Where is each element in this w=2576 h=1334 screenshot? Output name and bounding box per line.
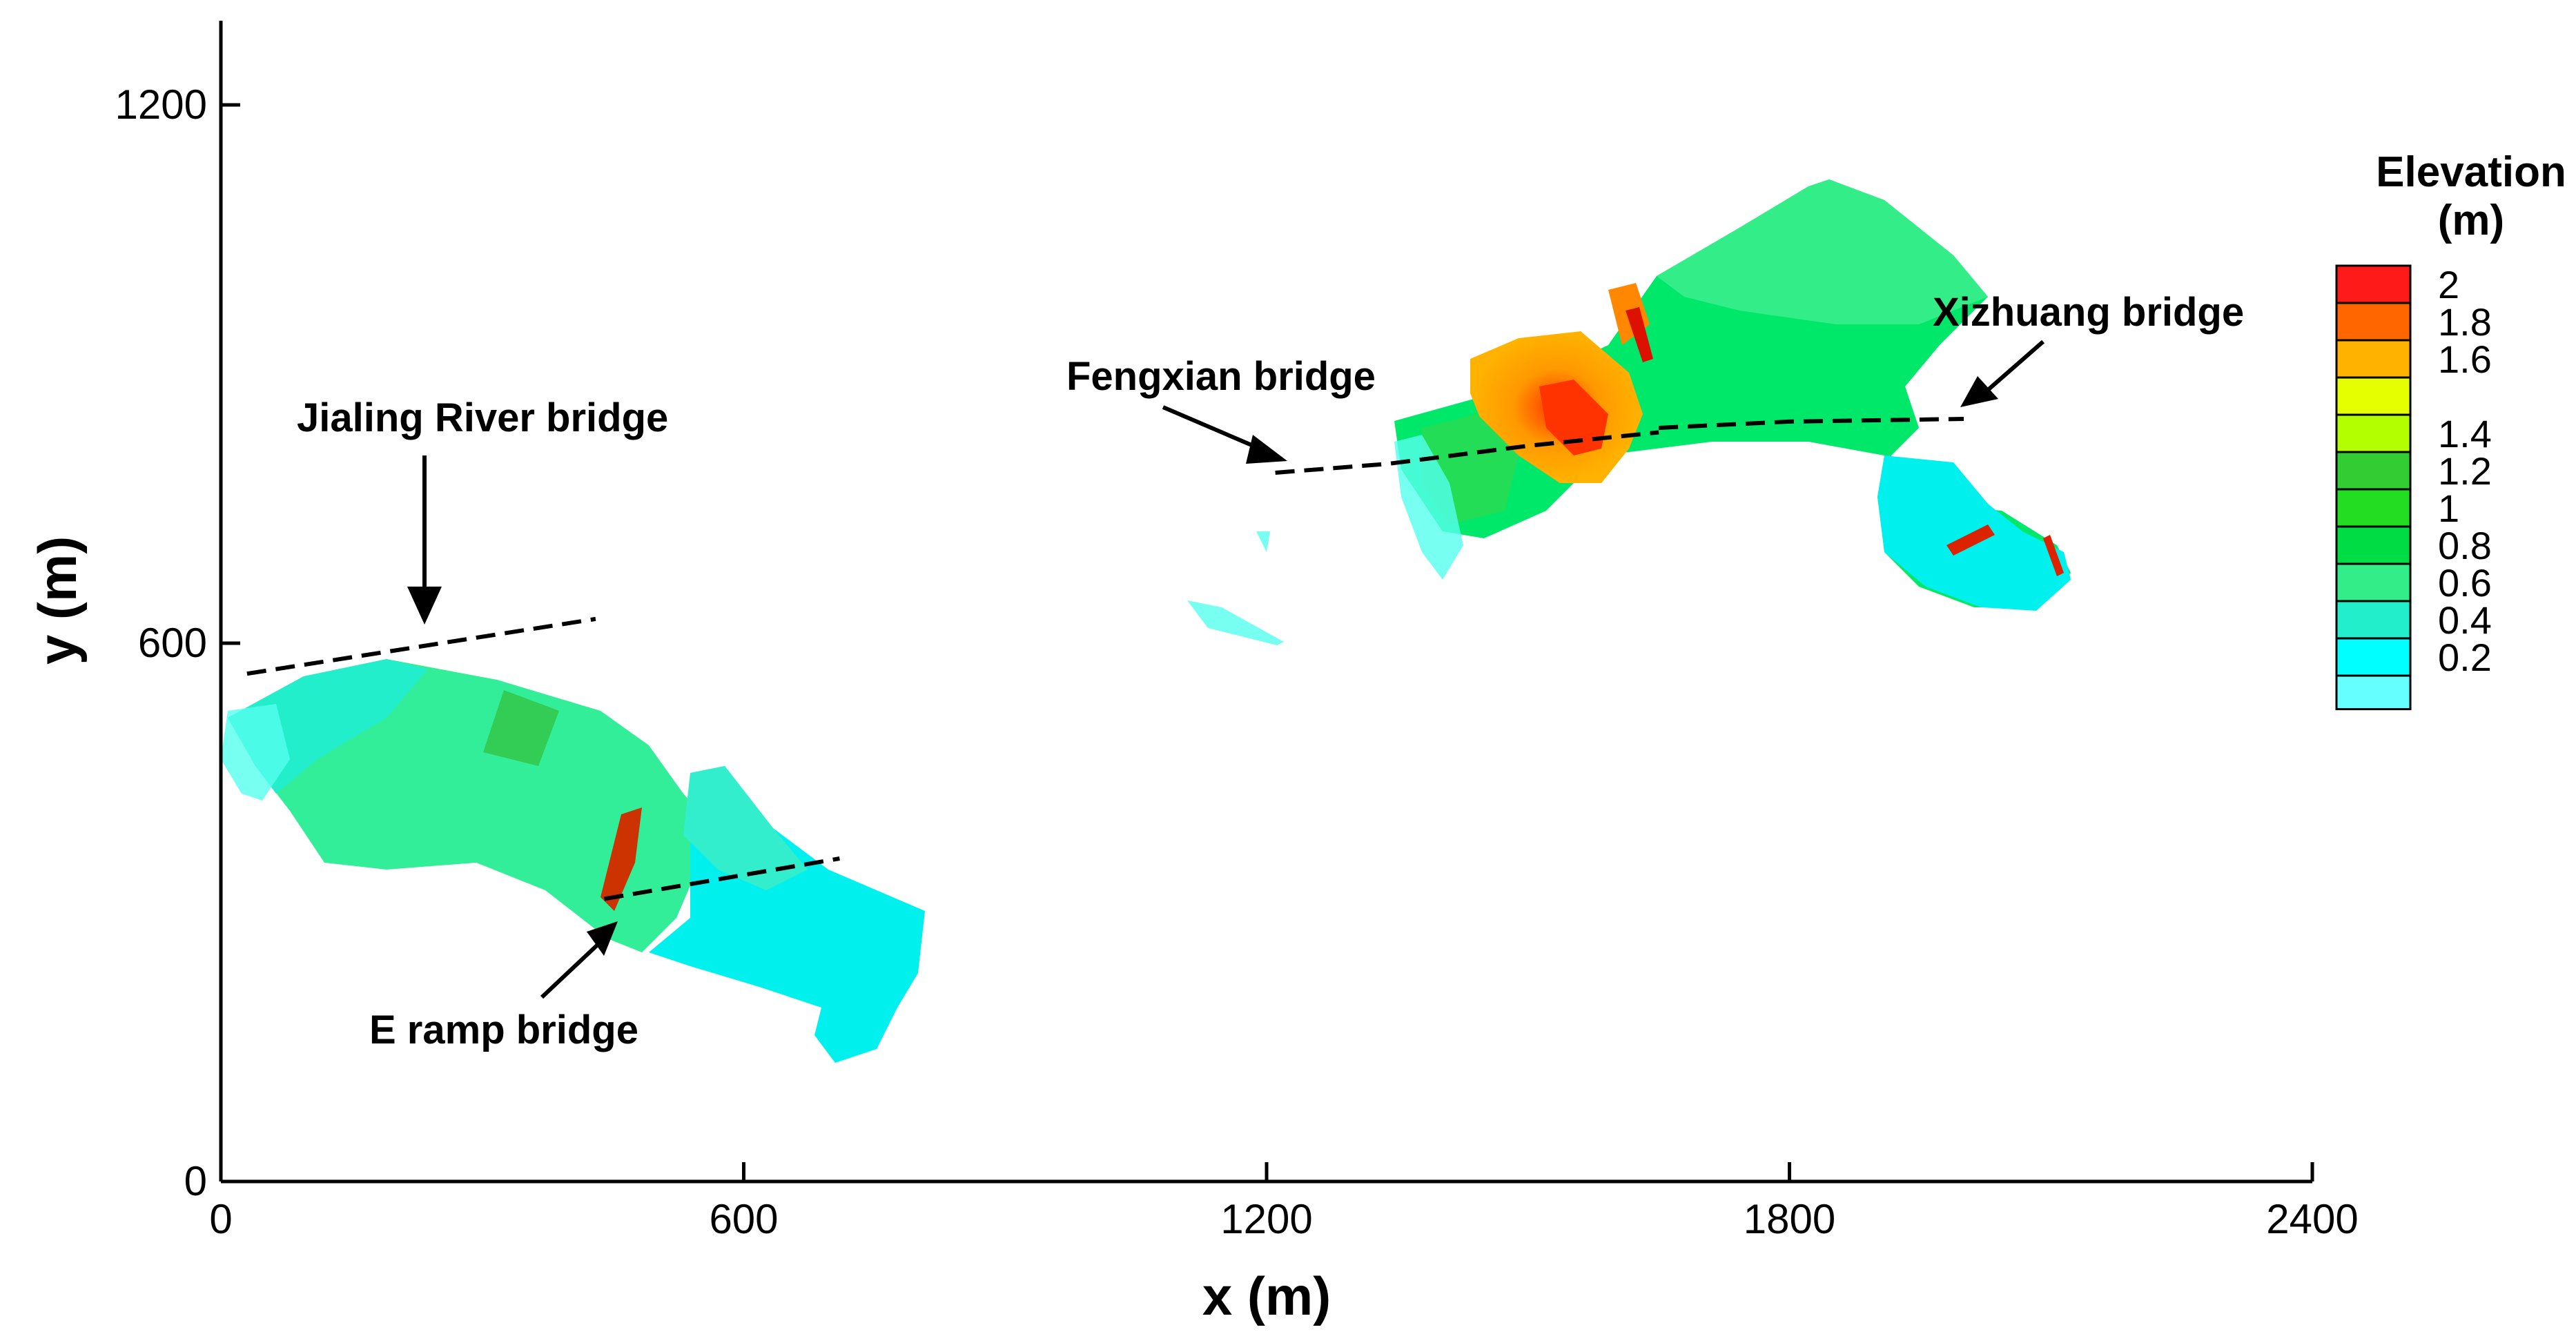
bridge-line bbox=[246, 616, 596, 676]
colorbar-swatch bbox=[2335, 488, 2412, 528]
colorbar-swatch bbox=[2335, 339, 2412, 379]
colorbar-label: 0.2 bbox=[2438, 636, 2492, 679]
arrow-fengxian-shaft bbox=[1162, 405, 1261, 451]
east-isolated-1 bbox=[1187, 600, 1284, 645]
colorbar-label: 2 bbox=[2438, 263, 2459, 306]
west-speckle bbox=[221, 704, 290, 801]
colorbar-title-line2: (m) bbox=[2438, 197, 2504, 244]
colorbar-swatch bbox=[2335, 637, 2412, 677]
arrow-eramp-shaft bbox=[540, 940, 603, 999]
colorbar-swatch bbox=[2335, 413, 2412, 453]
west-lower-mid bbox=[683, 766, 808, 890]
arrow-xizhuang-shaft bbox=[1987, 340, 2045, 392]
east-left-speckle bbox=[1394, 435, 1463, 580]
y-tick-label: 1200 bbox=[115, 81, 207, 128]
east-right-red-2 bbox=[2043, 535, 2064, 576]
colorbar-swatch bbox=[2335, 376, 2412, 416]
west-red-streak bbox=[601, 807, 642, 911]
east-red-core bbox=[1539, 380, 1608, 455]
colorbar-label: 1.6 bbox=[2438, 337, 2492, 381]
flood-field-east bbox=[1187, 179, 2071, 645]
colorbar-label: 0.4 bbox=[2438, 598, 2492, 642]
axes: 0 600 1200 1800 2400 0 600 1200 x (m) y (m) bbox=[27, 21, 2359, 1326]
arrow-fengxian-head bbox=[1246, 435, 1287, 464]
y-tick-label: 0 bbox=[184, 1158, 207, 1204]
arrow-xizhuang-head bbox=[1960, 376, 1998, 407]
colorbar-swatches: 21.81.6 1.41.210.80.60.40.2 bbox=[2335, 263, 2492, 711]
east-right-red-1 bbox=[1946, 524, 1995, 556]
colorbar-swatch bbox=[2335, 451, 2412, 491]
annotation-jialing: Jialing River bridge bbox=[297, 395, 668, 440]
colorbar-label: 1.8 bbox=[2438, 300, 2492, 344]
colorbar-swatch bbox=[2335, 525, 2412, 565]
annotation-eramp: E ramp bridge bbox=[369, 1008, 638, 1052]
east-isolated-2 bbox=[1256, 531, 1270, 552]
colorbar-label: 0.6 bbox=[2438, 561, 2492, 605]
colorbar-swatch bbox=[2335, 302, 2412, 342]
east-upper-rim bbox=[1657, 179, 1988, 324]
x-tick-label: 1200 bbox=[1220, 1196, 1312, 1242]
bridge-line bbox=[1658, 417, 1964, 430]
x-tick-label: 2400 bbox=[2266, 1196, 2358, 1242]
bridge-line bbox=[603, 856, 840, 901]
bridge-lines bbox=[246, 417, 1964, 901]
y-axis-title: y (m) bbox=[27, 536, 88, 665]
colorbar-swatch bbox=[2335, 562, 2412, 602]
east-red-streak-1 bbox=[1626, 307, 1653, 362]
colorbar-title-line1: Elevation bbox=[2376, 148, 2566, 196]
colorbar-swatch bbox=[2335, 264, 2412, 304]
x-tick-label: 600 bbox=[709, 1196, 778, 1242]
colorbar: Elevation (m) 21.81.6 1.41.210.80.60.40.2 bbox=[2335, 148, 2566, 711]
west-green-stripe bbox=[483, 690, 559, 766]
y-tick-label: 600 bbox=[138, 620, 207, 666]
annotations: Jialing River bridge E ramp bridge Fengx… bbox=[297, 290, 2244, 1052]
flood-field-west bbox=[221, 659, 925, 1063]
arrow-jialing-head bbox=[407, 587, 442, 625]
x-tick-label: 1800 bbox=[1744, 1196, 1835, 1242]
colorbar-swatch bbox=[2335, 674, 2412, 711]
colorbar-label: 1.4 bbox=[2438, 412, 2492, 455]
annotation-xizhuang: Xizhuang bridge bbox=[1933, 290, 2244, 335]
colorbar-label: 1 bbox=[2438, 487, 2459, 530]
annotation-fengxian: Fengxian bridge bbox=[1066, 354, 1376, 399]
bridge-line bbox=[1275, 430, 1659, 475]
x-ticks: 0 600 1200 1800 2400 bbox=[209, 1162, 2359, 1242]
arrow-eramp-head bbox=[587, 921, 618, 956]
colorbar-label: 1.2 bbox=[2438, 449, 2492, 493]
colorbar-label: 0.8 bbox=[2438, 524, 2492, 567]
x-axis-title: x (m) bbox=[1202, 1266, 1331, 1326]
colorbar-swatch bbox=[2335, 600, 2412, 640]
x-tick-label: 0 bbox=[209, 1196, 232, 1242]
y-ticks: 0 600 1200 bbox=[115, 81, 240, 1204]
